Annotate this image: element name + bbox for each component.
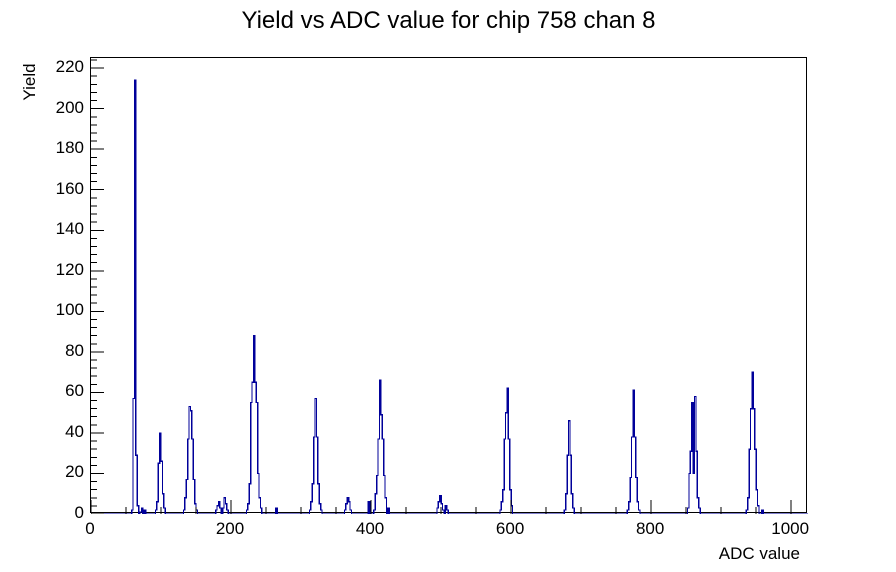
y-tick-label: 180 [55, 138, 84, 158]
y-tick-label: 20 [65, 462, 84, 482]
plot-title: Yield vs ADC value for chip 758 chan 8 [241, 7, 656, 34]
y-tick-label: 220 [55, 57, 84, 77]
y-tick-label: 60 [65, 381, 84, 401]
y-tick-label: 80 [65, 340, 84, 360]
y-tick-label: 100 [55, 300, 84, 320]
y-tick-label: 160 [55, 178, 84, 198]
x-tick-label: 400 [355, 519, 385, 538]
y-tick-label: 120 [55, 259, 84, 279]
y-tick-label: 0 [74, 503, 84, 522]
x-tick-label: 600 [495, 519, 525, 538]
histogram-plot [91, 59, 808, 514]
plot-frame [90, 57, 808, 514]
x-tick-label: 1000 [771, 519, 810, 538]
x-tick-label: 800 [635, 519, 665, 538]
y-tick-label: 140 [55, 219, 84, 239]
y-axis-title: Yield [20, 63, 39, 101]
x-tick-label: 0 [85, 519, 95, 538]
x-axis-title: ADC value [718, 544, 800, 563]
histogram-series [91, 79, 808, 514]
y-tick-label: 200 [55, 97, 84, 117]
x-tick-label: 200 [215, 519, 245, 538]
y-tick-label: 40 [65, 421, 84, 441]
